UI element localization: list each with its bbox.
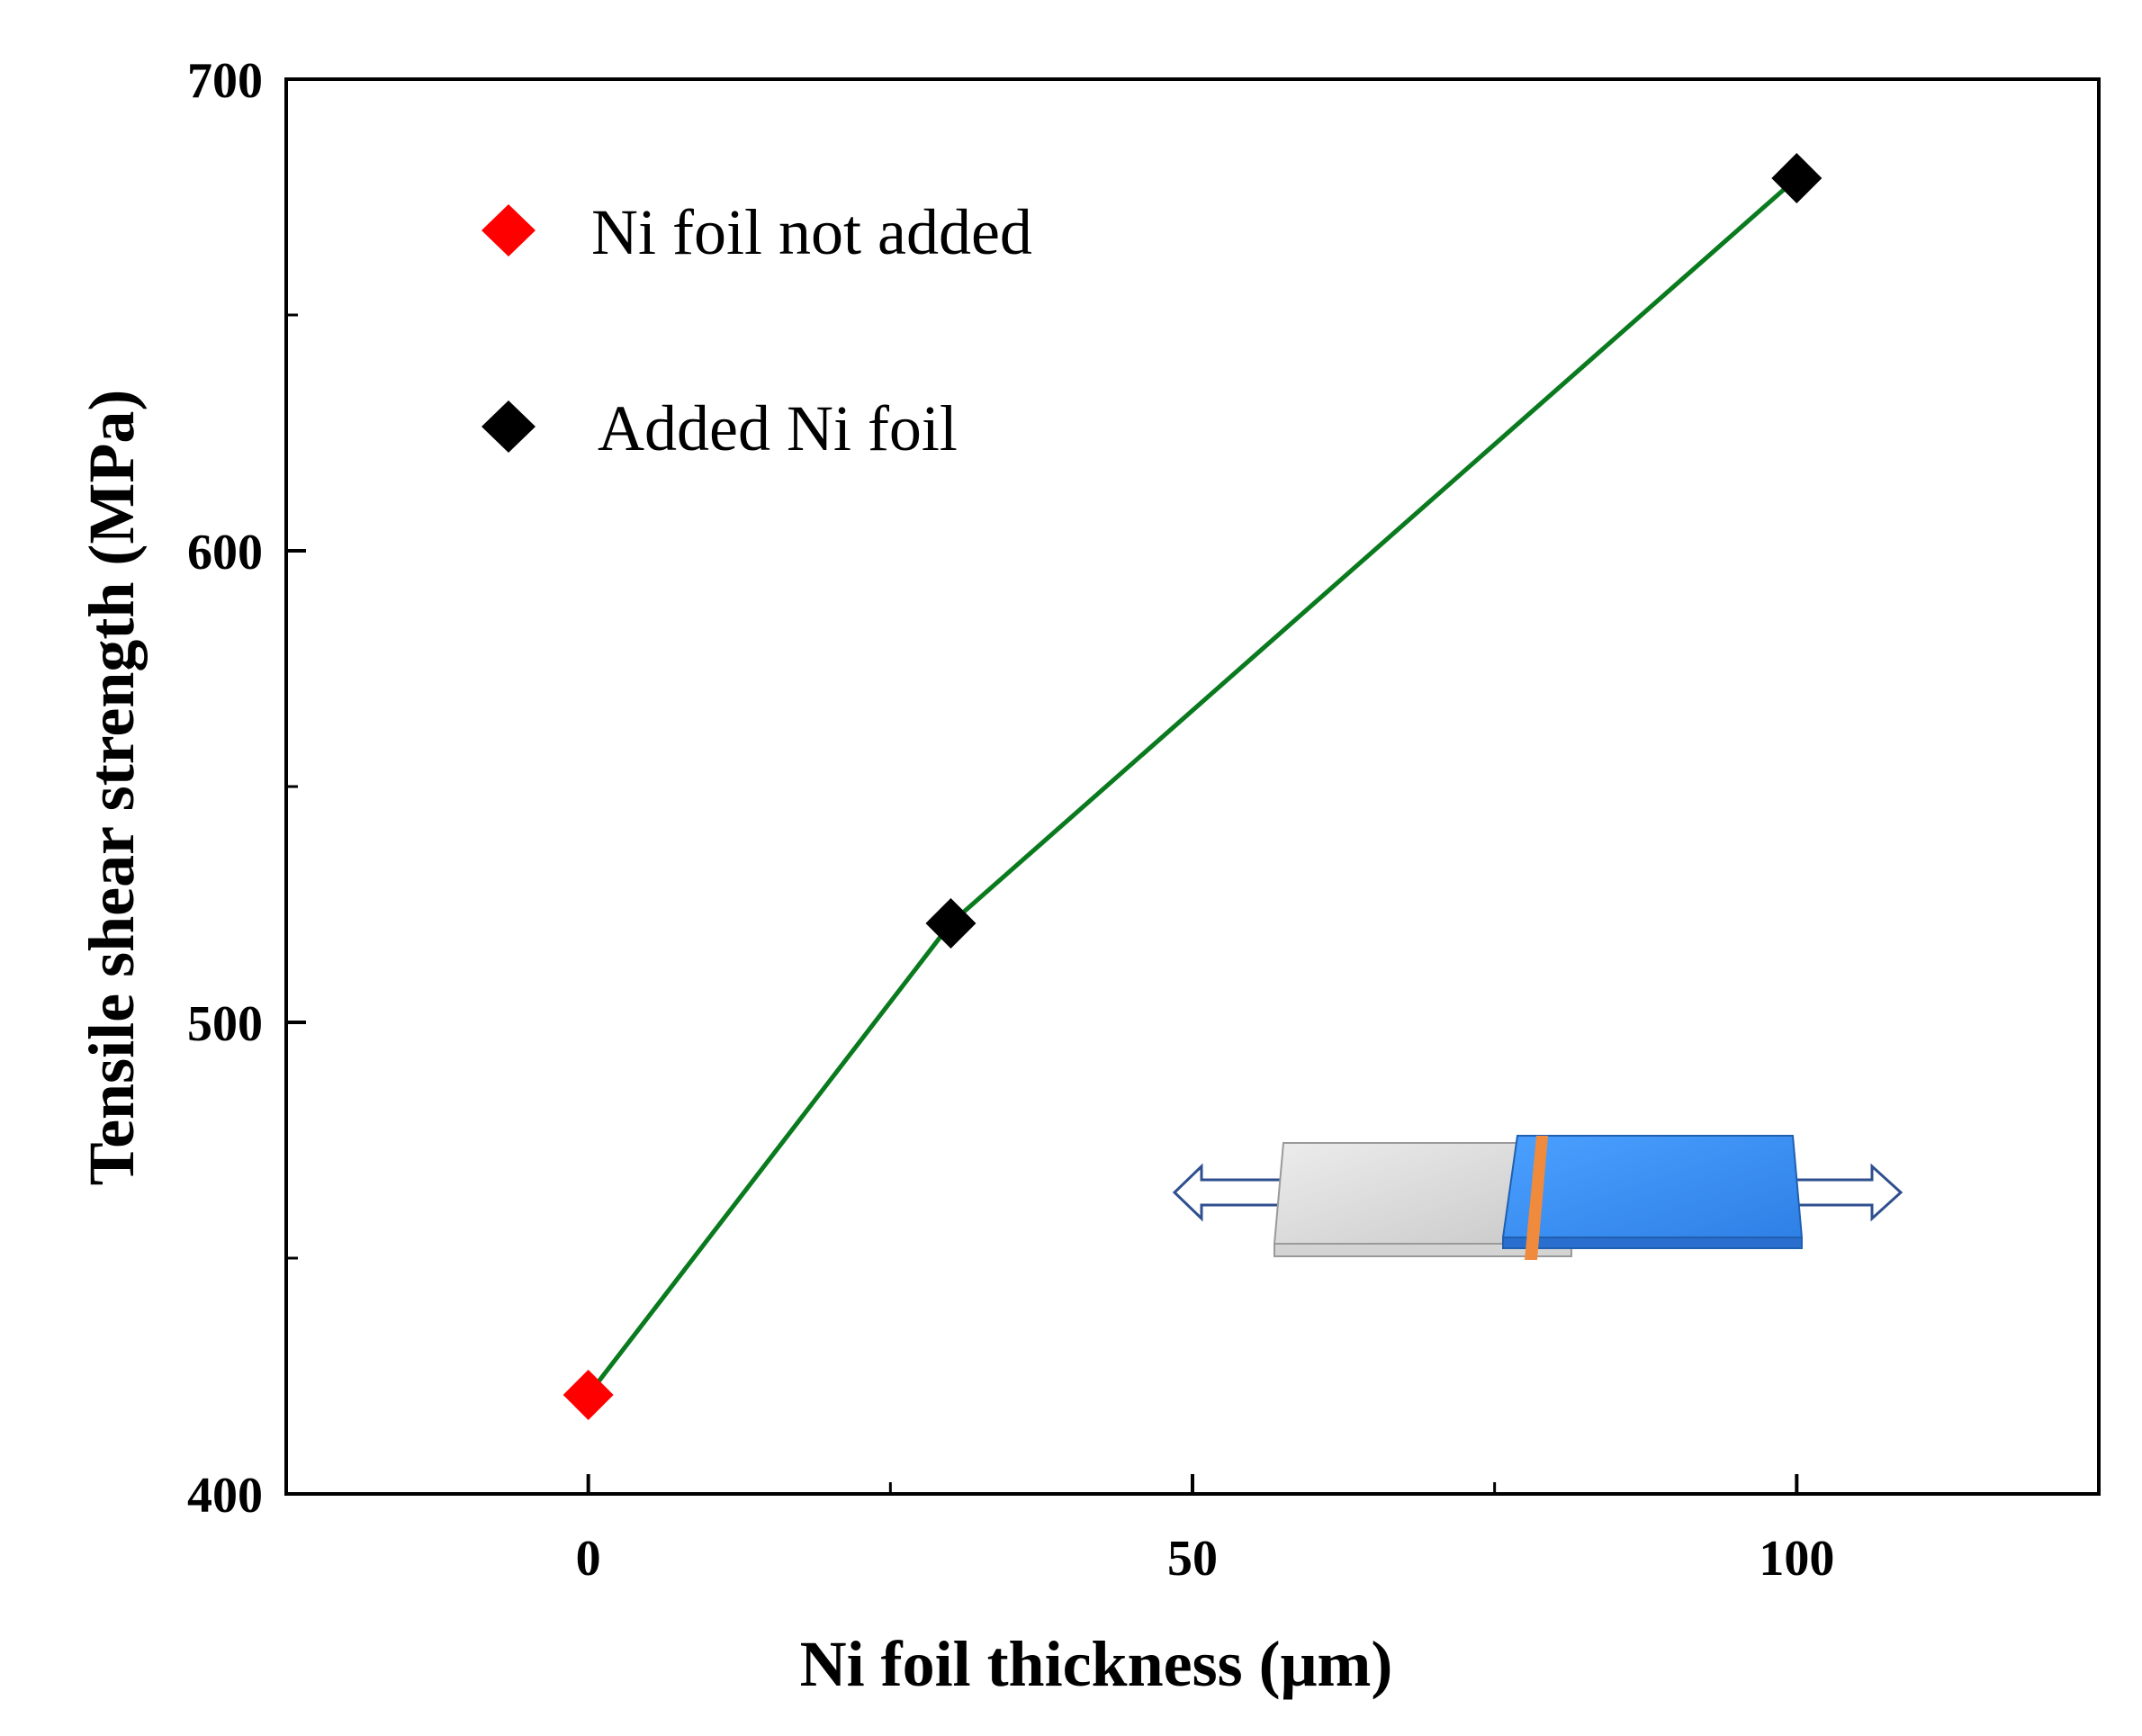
x-axis-title: Ni foil thickness (μm) — [800, 1628, 1393, 1700]
axes — [284, 77, 2101, 1496]
data-point-diamond — [562, 1369, 614, 1420]
data-point-diamond — [925, 897, 976, 949]
left-plate-edge — [1274, 1243, 1572, 1257]
y-axis-title: Tensile shear strength (MPa) — [76, 390, 148, 1186]
ni-foil-strip — [1525, 1136, 1548, 1260]
right-plate — [1501, 1135, 1804, 1238]
y-tick-label: 400 — [187, 1468, 263, 1524]
x-tick-label: 0 — [576, 1531, 601, 1587]
y-tick-label: 500 — [187, 996, 263, 1052]
legend-marker-black-diamond-icon — [482, 400, 536, 453]
right-plate-edge — [1502, 1237, 1803, 1249]
x-tick-label: 100 — [1759, 1531, 1834, 1587]
right-pull-arrow-icon — [1785, 1163, 1904, 1222]
legend-label-added: Added Ni foil — [598, 392, 958, 464]
x-tick-label: 50 — [1167, 1531, 1218, 1587]
ticks: 0 50 100 400 500 600 700 — [187, 53, 1834, 1587]
y-tick-label: 600 — [187, 525, 263, 580]
lap-shear-specimen-icon — [1172, 1135, 1904, 1260]
data-points — [562, 153, 1822, 1420]
legend-label-not-added: Ni foil not added — [591, 196, 1032, 268]
data-point-diamond — [1771, 153, 1822, 204]
plot-frame — [284, 77, 2101, 1496]
legend: Ni foil not added Added Ni foil — [482, 196, 1032, 464]
legend-marker-red-diamond-icon — [482, 204, 536, 256]
y-tick-label: 700 — [187, 53, 263, 109]
left-pull-arrow-icon — [1172, 1163, 1284, 1222]
